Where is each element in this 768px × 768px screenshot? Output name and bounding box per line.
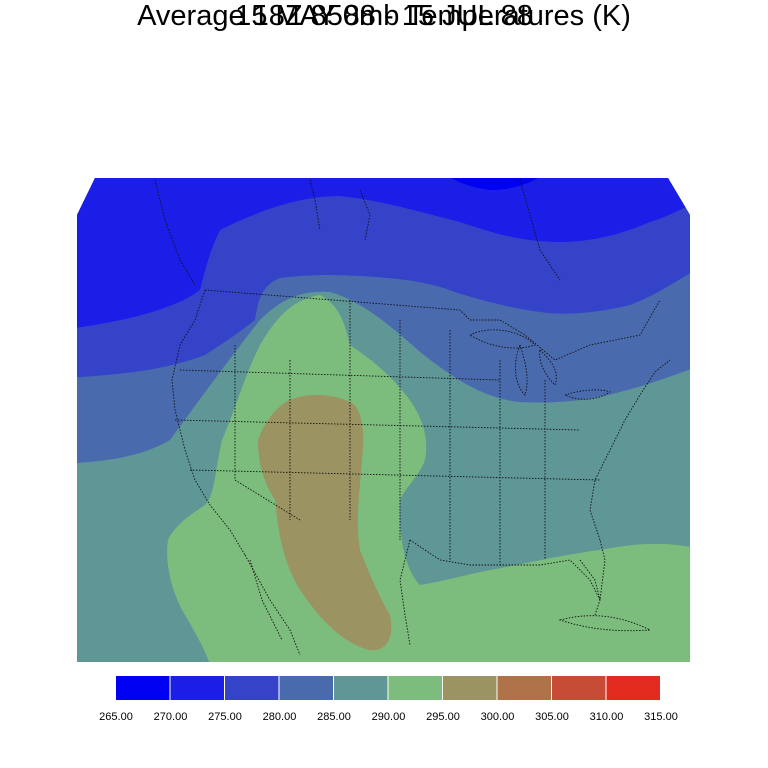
legend-label: 305.00 xyxy=(535,711,569,723)
legend-swatch xyxy=(388,676,442,700)
band-295-300 xyxy=(258,394,392,651)
legend-label: 290.00 xyxy=(372,711,406,723)
legend-label: 310.00 xyxy=(590,711,624,723)
legend-label: 265.00 xyxy=(99,711,133,723)
band-270-275 xyxy=(77,178,690,330)
legend-swatch xyxy=(443,676,497,700)
legend-swatch xyxy=(334,676,388,700)
legend-swatch xyxy=(170,676,224,700)
legend-label: 295.00 xyxy=(426,711,460,723)
map-title: Average 18Z 850mb Temperatures (K) xyxy=(137,0,631,32)
map-date-range: 15 MAY 88 - 15 JUL 88 xyxy=(235,0,533,32)
legend-swatch xyxy=(497,676,551,700)
legend-swatch xyxy=(606,676,660,700)
legend-label: 300.00 xyxy=(481,711,515,723)
boundary-lines xyxy=(154,179,671,656)
legend-label: 315.00 xyxy=(644,711,678,723)
band-265-270 xyxy=(430,178,560,190)
legend-label: 270.00 xyxy=(154,711,188,723)
legend-label: 285.00 xyxy=(317,711,351,723)
legend-swatch xyxy=(279,676,333,700)
legend-swatch xyxy=(225,676,279,700)
legend-label: 280.00 xyxy=(263,711,297,723)
legend-swatch xyxy=(116,676,170,700)
legend-swatch xyxy=(552,676,606,700)
legend-labels: 265.00 270.00 275.00 280.00 285.00 290.00 295.… xyxy=(99,711,678,723)
legend-label: 275.00 xyxy=(208,711,242,723)
legend-swatches xyxy=(116,676,660,700)
